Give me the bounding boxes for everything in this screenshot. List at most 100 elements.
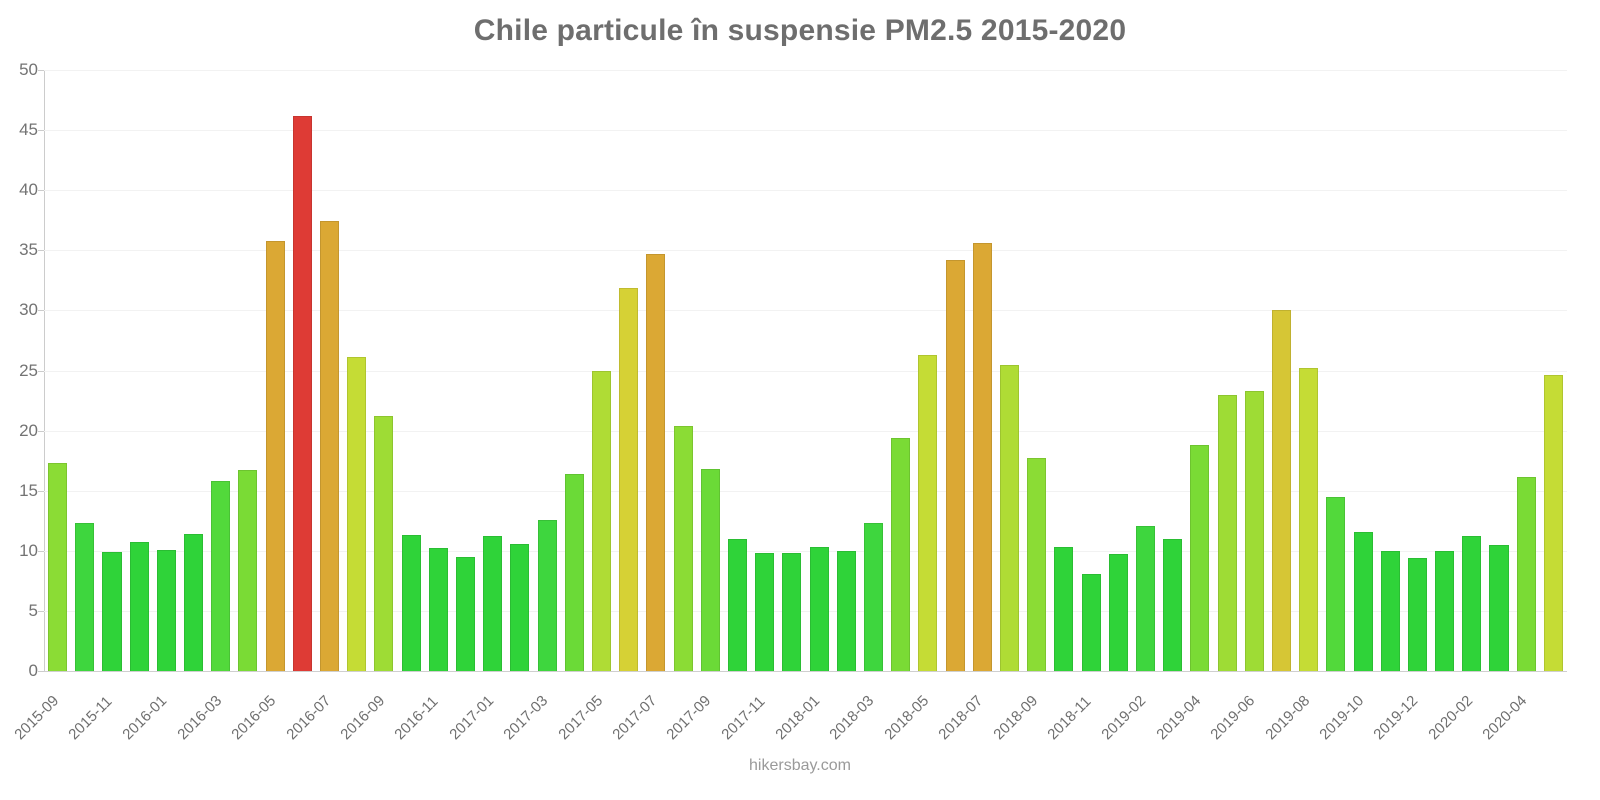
y-tick-mark xyxy=(38,671,44,672)
x-tick-label: 2019-02 xyxy=(1098,692,1150,744)
bar[interactable] xyxy=(999,364,1019,671)
bar[interactable] xyxy=(320,221,340,671)
y-tick-label: 45 xyxy=(19,120,38,140)
bar[interactable] xyxy=(238,470,258,671)
bar[interactable] xyxy=(1380,550,1400,671)
bar[interactable] xyxy=(945,259,965,671)
bar[interactable] xyxy=(156,549,176,671)
y-tick-mark xyxy=(38,190,44,192)
bar[interactable] xyxy=(1543,375,1563,671)
x-tick-label: 2020-02 xyxy=(1425,692,1477,744)
bar[interactable] xyxy=(1271,310,1291,671)
y-tick-label: 20 xyxy=(19,420,38,440)
bar[interactable] xyxy=(646,253,666,671)
bar[interactable] xyxy=(347,357,367,671)
y-tick-label: 0 xyxy=(28,661,38,680)
gridline xyxy=(44,70,1567,71)
bar[interactable] xyxy=(755,553,775,671)
y-tick-mark xyxy=(38,310,44,312)
x-tick-label: 2019-06 xyxy=(1207,692,1259,744)
bar[interactable] xyxy=(537,519,557,671)
x-tick-label: 2016-03 xyxy=(174,692,226,744)
bar[interactable] xyxy=(891,437,911,671)
bar[interactable] xyxy=(809,547,829,671)
bar[interactable] xyxy=(48,463,68,671)
gridline xyxy=(44,610,1567,612)
y-tick-label: 25 xyxy=(19,360,38,380)
bar[interactable] xyxy=(1462,536,1482,671)
y-tick-label: 10 xyxy=(19,540,38,560)
bar[interactable] xyxy=(564,473,584,671)
gridline xyxy=(44,310,1567,312)
bar[interactable] xyxy=(1516,477,1536,671)
bar[interactable] xyxy=(401,535,421,671)
x-axis-tick-labels: 2015-09 2015-11 2016-01 2016-03 2016-05 2016-… xyxy=(11,676,1567,766)
gridline xyxy=(44,490,1567,492)
gridline xyxy=(44,550,1567,552)
bar[interactable] xyxy=(1163,538,1183,671)
y-tick-label: 30 xyxy=(19,300,38,320)
bar[interactable] xyxy=(673,425,693,671)
x-tick-label: 2019-12 xyxy=(1370,692,1422,744)
x-tick-label: 2017-07 xyxy=(609,692,661,744)
bar[interactable] xyxy=(129,542,149,671)
bar[interactable] xyxy=(1054,547,1074,671)
bar[interactable] xyxy=(1244,390,1264,671)
bar[interactable] xyxy=(428,548,448,671)
y-tick-label: 15 xyxy=(19,480,38,500)
bar[interactable] xyxy=(782,553,802,671)
source-credit: hikersbay.com xyxy=(749,757,851,774)
bar[interactable] xyxy=(510,543,530,671)
bar[interactable] xyxy=(1108,554,1128,671)
bar[interactable] xyxy=(918,354,938,671)
bar[interactable] xyxy=(1027,458,1047,671)
bar[interactable] xyxy=(619,287,639,671)
bar[interactable] xyxy=(700,469,720,671)
x-tick-label: 2020-04 xyxy=(1479,692,1531,744)
bar[interactable] xyxy=(456,556,476,671)
bar[interactable] xyxy=(102,552,122,671)
bar[interactable] xyxy=(211,481,231,671)
x-tick-label: 2018-09 xyxy=(989,692,1041,744)
bar[interactable] xyxy=(1081,573,1101,671)
bar[interactable] xyxy=(1326,496,1346,671)
bar[interactable] xyxy=(1299,368,1319,671)
bar[interactable] xyxy=(863,523,883,671)
bar[interactable] xyxy=(1435,550,1455,671)
bar[interactable] xyxy=(727,538,748,671)
y-tick-label: 50 xyxy=(19,60,38,79)
x-tick-label: 2016-05 xyxy=(228,692,280,744)
x-tick-label: 2019-04 xyxy=(1153,692,1205,744)
y-tick-mark xyxy=(38,610,44,612)
bar[interactable] xyxy=(972,243,992,671)
x-tick-label: 2017-05 xyxy=(554,692,606,744)
bar[interactable] xyxy=(483,536,503,671)
bar[interactable] xyxy=(265,240,285,671)
y-tick-mark xyxy=(38,250,44,252)
gridline xyxy=(44,370,1567,372)
y-tick-mark xyxy=(38,370,44,372)
bar[interactable] xyxy=(374,416,394,671)
bar[interactable] xyxy=(1353,531,1373,671)
gridline xyxy=(44,430,1567,432)
bar[interactable] xyxy=(1217,394,1237,671)
bar[interactable] xyxy=(1407,558,1427,671)
chart-title: Chile particule în suspensie PM2.5 2015-… xyxy=(473,14,1127,47)
bar[interactable] xyxy=(592,370,612,671)
bar[interactable] xyxy=(292,115,312,671)
gridline xyxy=(44,130,1567,132)
y-tick-mark xyxy=(38,550,44,552)
bar[interactable] xyxy=(836,550,856,671)
bar[interactable] xyxy=(1190,445,1210,671)
bar[interactable] xyxy=(1489,544,1509,671)
bar[interactable] xyxy=(75,523,95,671)
x-tick-label: 2017-11 xyxy=(718,693,769,744)
bar[interactable] xyxy=(1135,525,1155,671)
x-tick-label: 2016-01 xyxy=(119,692,171,744)
x-tick-label: 2017-01 xyxy=(446,692,498,744)
gridline xyxy=(44,671,1567,672)
y-tick-mark xyxy=(38,70,44,71)
bar[interactable] xyxy=(184,533,204,671)
x-tick-label: 2016-11 xyxy=(391,693,442,744)
x-tick-label: 2015-09 xyxy=(10,692,62,744)
